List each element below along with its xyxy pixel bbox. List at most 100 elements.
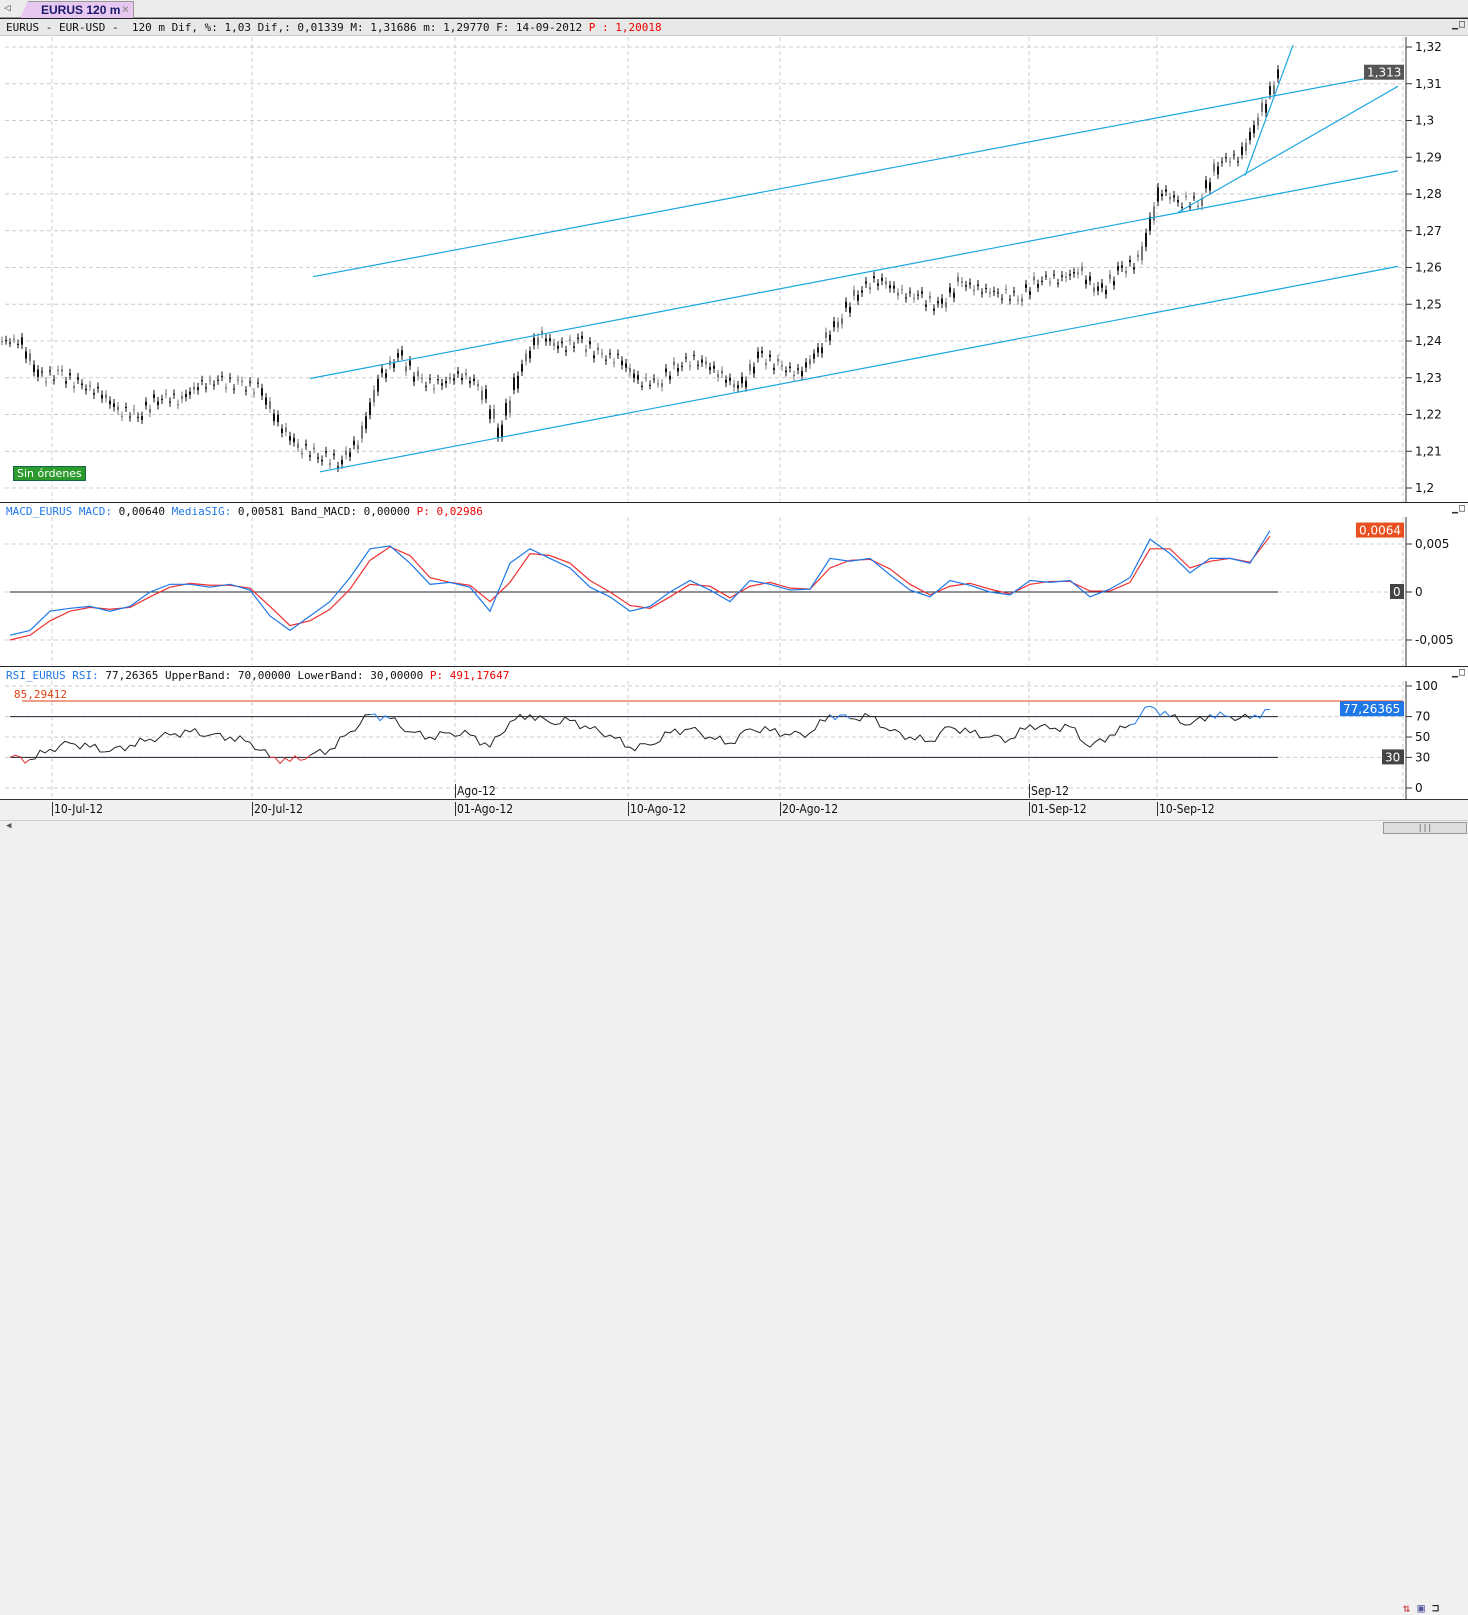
candle-body	[941, 298, 943, 304]
price-header-p: P : 1,20018	[588, 21, 662, 34]
rsi-line-segment	[369, 713, 391, 722]
trendline	[1177, 85, 1399, 213]
candle-body	[157, 401, 159, 406]
candle-body	[393, 363, 395, 368]
trendline	[1244, 44, 1294, 176]
candle-body	[849, 306, 851, 313]
candle-body	[69, 373, 71, 376]
candle-body	[189, 391, 191, 395]
candle-body	[317, 457, 319, 459]
close-tab-icon[interactable]: ×	[121, 2, 129, 16]
tab-eurus-120m[interactable]: EURUS 120 m ×	[20, 1, 134, 18]
candle-body	[1149, 216, 1151, 231]
candle-body	[1153, 206, 1155, 221]
candle-body	[781, 364, 783, 367]
candle-body	[501, 424, 503, 438]
horizontal-scrollbar[interactable]: ◀ |||	[0, 820, 1468, 834]
candle-body	[1141, 246, 1143, 261]
last-value-tag	[1382, 749, 1404, 765]
candle-body	[1121, 265, 1123, 268]
candle-body	[149, 408, 151, 413]
macd-window-buttons[interactable]: ▁□	[1451, 503, 1466, 514]
scroll-left-icon[interactable]: ◀	[6, 821, 12, 831]
candle-body	[629, 367, 631, 373]
candle-body	[589, 341, 591, 345]
candle-body	[313, 447, 315, 450]
y-tick-label: 1,21	[1415, 444, 1442, 458]
y-tick-label: 0	[1415, 781, 1423, 795]
candle-body	[1013, 291, 1015, 293]
candle-body	[1129, 259, 1131, 263]
date-label: 10-Sep-12	[1157, 802, 1215, 816]
candle-body	[37, 369, 39, 377]
scrollbar-thumb[interactable]: |||	[1383, 822, 1467, 834]
candle-body	[717, 374, 719, 378]
rsi-line-segment	[1209, 711, 1231, 719]
candle-body	[481, 390, 483, 401]
candle-body	[577, 337, 579, 340]
rsi-max-label: 85,29412	[14, 688, 67, 701]
candle-body	[1237, 161, 1239, 163]
candle-body	[945, 302, 947, 308]
candle-body	[249, 381, 251, 383]
candle-body	[673, 361, 675, 366]
candle-body	[553, 342, 555, 346]
month-label: Ago-12	[455, 784, 496, 798]
price-window-buttons[interactable]: ▁□	[1451, 19, 1466, 30]
last-value-tag	[1364, 64, 1404, 80]
date-label: 20-Ago-12	[780, 802, 839, 816]
candle-body	[1073, 271, 1075, 274]
candle-body	[677, 367, 679, 372]
pin-icon[interactable]: ⊐	[1431, 1601, 1440, 1615]
candle-body	[585, 349, 587, 353]
candle-body	[913, 297, 915, 299]
candle-body	[817, 347, 819, 353]
candle-body	[1261, 102, 1263, 112]
rsi-window-buttons[interactable]: ▁□	[1451, 667, 1466, 678]
rsi-line-segment	[749, 725, 771, 734]
tab-scroll-left-icon[interactable]: ◁	[4, 1, 11, 14]
candle-body	[33, 364, 35, 372]
rsi-line-segment	[429, 731, 451, 741]
rsi-line-segment	[1089, 734, 1111, 748]
candle-body	[1057, 283, 1059, 285]
candle-body	[257, 382, 259, 384]
rsi-line-segment	[29, 748, 51, 760]
candle-body	[921, 291, 923, 294]
candle-body	[833, 321, 835, 328]
candle-body	[613, 362, 615, 364]
candle-body	[133, 409, 135, 411]
candle-body	[745, 380, 747, 388]
candle-body	[949, 287, 951, 293]
rsi-line-segment	[1049, 723, 1071, 733]
rsi-line-segment	[649, 731, 671, 746]
candle-body	[877, 283, 879, 286]
candle-body	[1125, 270, 1127, 274]
candle-body	[265, 397, 267, 405]
candle-body	[1069, 274, 1071, 276]
y-tick-label: 100	[1415, 679, 1438, 693]
candle-body	[789, 366, 791, 369]
candle-body	[665, 368, 667, 373]
candle-body	[165, 393, 167, 395]
rsi-line-segment	[969, 729, 991, 739]
candle-body	[997, 292, 999, 294]
chart-settings-icon[interactable]: ⇅	[1403, 1601, 1411, 1615]
save-icon[interactable]: ▣	[1417, 1601, 1425, 1615]
candle-body	[413, 376, 415, 382]
last-value-label: 30	[1385, 750, 1400, 764]
candle-body	[713, 365, 715, 369]
rsi-line-segment	[1169, 713, 1191, 726]
candle-body	[777, 359, 779, 362]
candle-body	[1189, 206, 1191, 208]
candle-body	[301, 452, 303, 455]
candle-body	[437, 379, 439, 381]
candle-body	[45, 381, 47, 383]
candle-body	[1165, 189, 1167, 192]
last-value-label: 77,26365	[1343, 702, 1400, 716]
rsi-line-segment	[829, 714, 851, 721]
candle-body	[229, 377, 231, 379]
candle-body	[841, 318, 843, 325]
candle-body	[197, 387, 199, 391]
candle-body	[93, 393, 95, 395]
